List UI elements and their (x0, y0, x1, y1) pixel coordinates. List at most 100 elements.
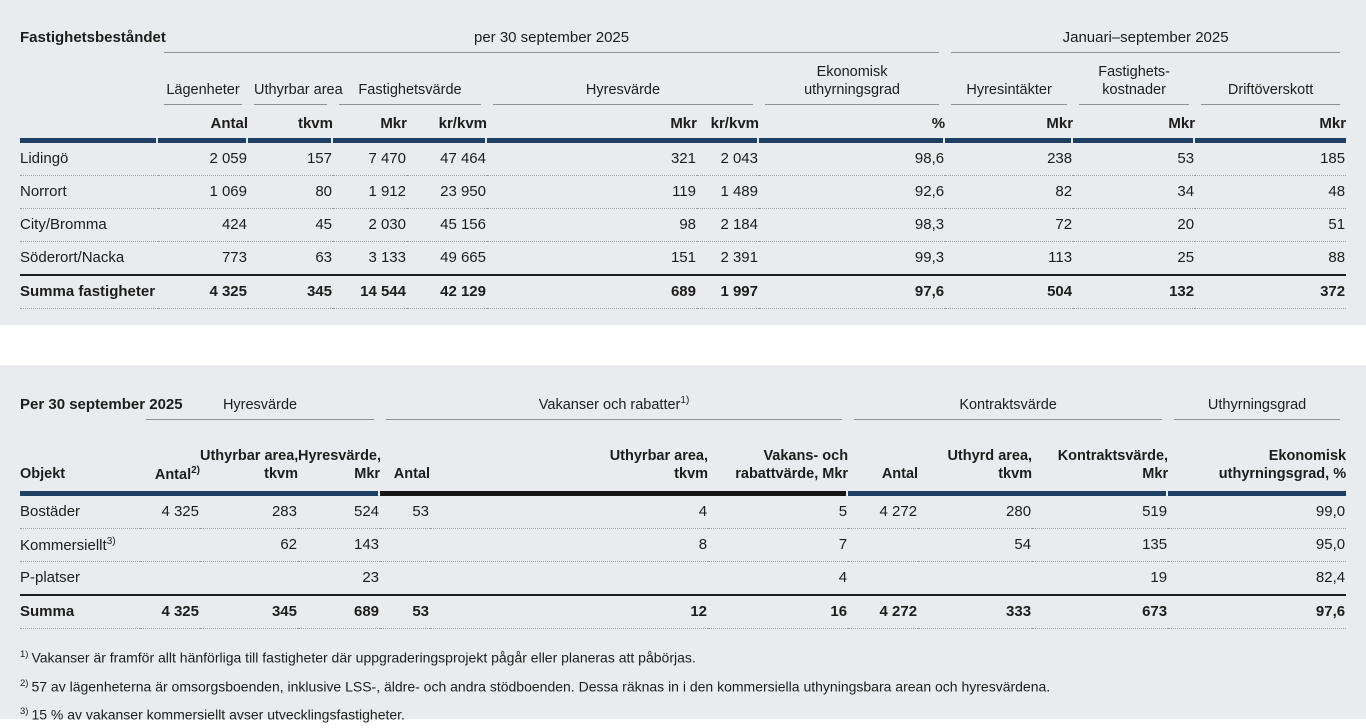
footnote-1: 1) Vakanser är framför allt hänförliga ti… (20, 649, 696, 666)
footnote-ref: 1) (680, 395, 690, 407)
cell-value (140, 528, 200, 562)
table2-title: Per 30 september 2025 (20, 396, 183, 413)
cell-value: 62 (200, 528, 298, 562)
row-label: Söderort/Nacka (20, 241, 158, 276)
property-portfolio-rows: Lidingö 2 059 157 7 470 47 464 321 2 043 98,6 23… (20, 143, 1347, 309)
cell-value: 4 325 (158, 274, 248, 309)
cell-value: 72 (945, 208, 1074, 242)
cell-value: 372 (1195, 274, 1347, 309)
cell-value: 34 (1073, 175, 1196, 209)
cell-value: 7 470 (333, 143, 407, 176)
rule-segment (945, 138, 1072, 143)
cell-value: 280 (918, 496, 1033, 529)
cell-value: 25 (1073, 241, 1196, 276)
cell-value: 524 (298, 496, 381, 529)
cell-value: 48 (1195, 175, 1347, 209)
heavy-rule-row (20, 138, 1347, 143)
cell-value (430, 561, 709, 596)
rule-segment (487, 138, 757, 143)
cell-value: 49 665 (407, 241, 487, 276)
row-label: Kommersiellt3) (20, 528, 140, 562)
cell-value: 19 (1032, 561, 1169, 596)
column-header-row: Objekt Antal2) Uthyrbar area, tkvm Hyres… (20, 420, 1346, 491)
cell-value: 1 997 (697, 274, 759, 309)
group-uthyrbar-area: Uthyrbar area (248, 53, 343, 105)
cell-value: 5 (708, 496, 849, 529)
column-header-hyresvarde: Hyresvärde, Mkr (298, 447, 382, 483)
column-header-uthyrbar-area-vakanser: Uthyrbar area, tkvm (609, 447, 709, 483)
cell-value (380, 528, 431, 562)
cell-value: 98,3 (759, 208, 946, 242)
objects-section: Per 30 september 2025 Hyresvärde Vakanse… (0, 365, 1366, 723)
cell-value: 689 (487, 274, 697, 309)
cell-value: 119 (487, 175, 697, 209)
group-driftoverskott: Driftöverskott (1195, 53, 1346, 105)
cell-value: 238 (945, 143, 1074, 176)
cell-value: 45 156 (407, 208, 487, 242)
section-divider (0, 325, 1366, 365)
column-header-vakansvarde: Vakans- och rabattvärde, Mkr (735, 447, 849, 483)
rule-segment (248, 138, 331, 143)
cell-value (848, 528, 919, 562)
footnote-2: 2) 57 av lägenheterna är omsorgsboenden, … (20, 677, 1051, 695)
row-label: Bostäder (20, 496, 140, 529)
cell-value: 42 129 (407, 274, 487, 309)
group-kontraktsvarde: Kontraktsvärde (848, 381, 1168, 420)
summary-row: Summa 4 325 345 689 53 12 16 4 272 333 673 97,6 (20, 594, 1347, 629)
table-row: Kommersiellt3) 62 143 8 7 54 135 95,0 (20, 528, 1347, 562)
cell-value (140, 561, 200, 596)
rule-segment (1195, 138, 1347, 143)
unit-header: Antal (210, 115, 249, 132)
rule-segment (1073, 138, 1194, 143)
cell-value: 2 391 (697, 241, 759, 276)
group-hyresvarde: Hyresvärde (140, 381, 380, 420)
period-right-label: Januari–september 2025 (951, 29, 1341, 53)
rule-segment-navy (20, 491, 379, 496)
group-ekonomisk-uthyrningsgrad: Ekonomisk uthyrningsgrad (759, 53, 945, 105)
row-label: P-platser (20, 561, 140, 596)
rule-segment-navy (1168, 491, 1347, 496)
column-header-antal-vakanser: Antal (393, 466, 431, 483)
cell-value: 135 (1032, 528, 1169, 562)
column-header-ekonomisk-uthyrningsgrad: Ekonomisk uthyrningsgrad, % (1218, 447, 1347, 483)
table1-title: Fastighetsbeståndet (20, 29, 166, 46)
rule-segment (759, 138, 944, 143)
footnote-3: 3) 15 % av vakanser kommersiellt avser ut… (20, 706, 405, 723)
unit-header: Mkr (1168, 115, 1196, 132)
group-vakanser-och-rabatter: Vakanser och rabatter1) (380, 381, 848, 420)
cell-value: 80 (248, 175, 333, 209)
group-fastighetskostnader: Fastighets- kostnader (1073, 53, 1195, 105)
cell-value: 47 464 (407, 143, 487, 176)
cell-value: 97,6 (1168, 594, 1347, 629)
cell-value: 97,6 (759, 274, 946, 309)
objects-rows: Bostäder 4 325 283 524 53 4 5 4 272 280 519 99,0 Ko… (20, 496, 1347, 629)
footnote-ref: 2) (191, 464, 200, 476)
cell-value: 321 (487, 143, 697, 176)
cell-value: 23 950 (407, 175, 487, 209)
cell-value: 2 043 (697, 143, 759, 176)
cell-value: 98,6 (759, 143, 946, 176)
period-header-left: per 30 september 2025 (158, 14, 945, 53)
group-fastighetsvarde: Fastighetsvärde (333, 53, 487, 105)
cell-value: 4 (430, 496, 709, 529)
table-row: Söderort/Nacka 773 63 3 133 49 665 151 2 391 99… (20, 241, 1347, 276)
footnotes: 1) Vakanser är framför allt hänförliga ti… (20, 642, 1346, 728)
group-uthyrningsgrad: Uthyrningsgrad (1168, 381, 1346, 420)
table-row: Lidingö 2 059 157 7 470 47 464 321 2 043 98,6 23… (20, 143, 1347, 176)
column-header-antal-kontrakt: Antal (881, 466, 919, 483)
cell-value: 99,0 (1168, 496, 1347, 529)
footnote-ref: 3) (106, 535, 116, 547)
rule-segment (333, 138, 485, 143)
unit-header: tkvm (297, 115, 333, 132)
cell-value: 4 325 (140, 594, 200, 629)
cell-value: 143 (298, 528, 381, 562)
cell-value: 157 (248, 143, 333, 176)
rule-segment-navy (848, 491, 1167, 496)
empty-cell (20, 105, 158, 138)
column-header-kontraktsvarde: Kontraktsvärde, Mkr (1057, 447, 1169, 483)
unit-header: Mkr (1046, 115, 1074, 132)
cell-value: 424 (158, 208, 248, 242)
cell-value: 519 (1032, 496, 1169, 529)
cell-value: 88 (1195, 241, 1347, 276)
cell-value: 2 184 (697, 208, 759, 242)
